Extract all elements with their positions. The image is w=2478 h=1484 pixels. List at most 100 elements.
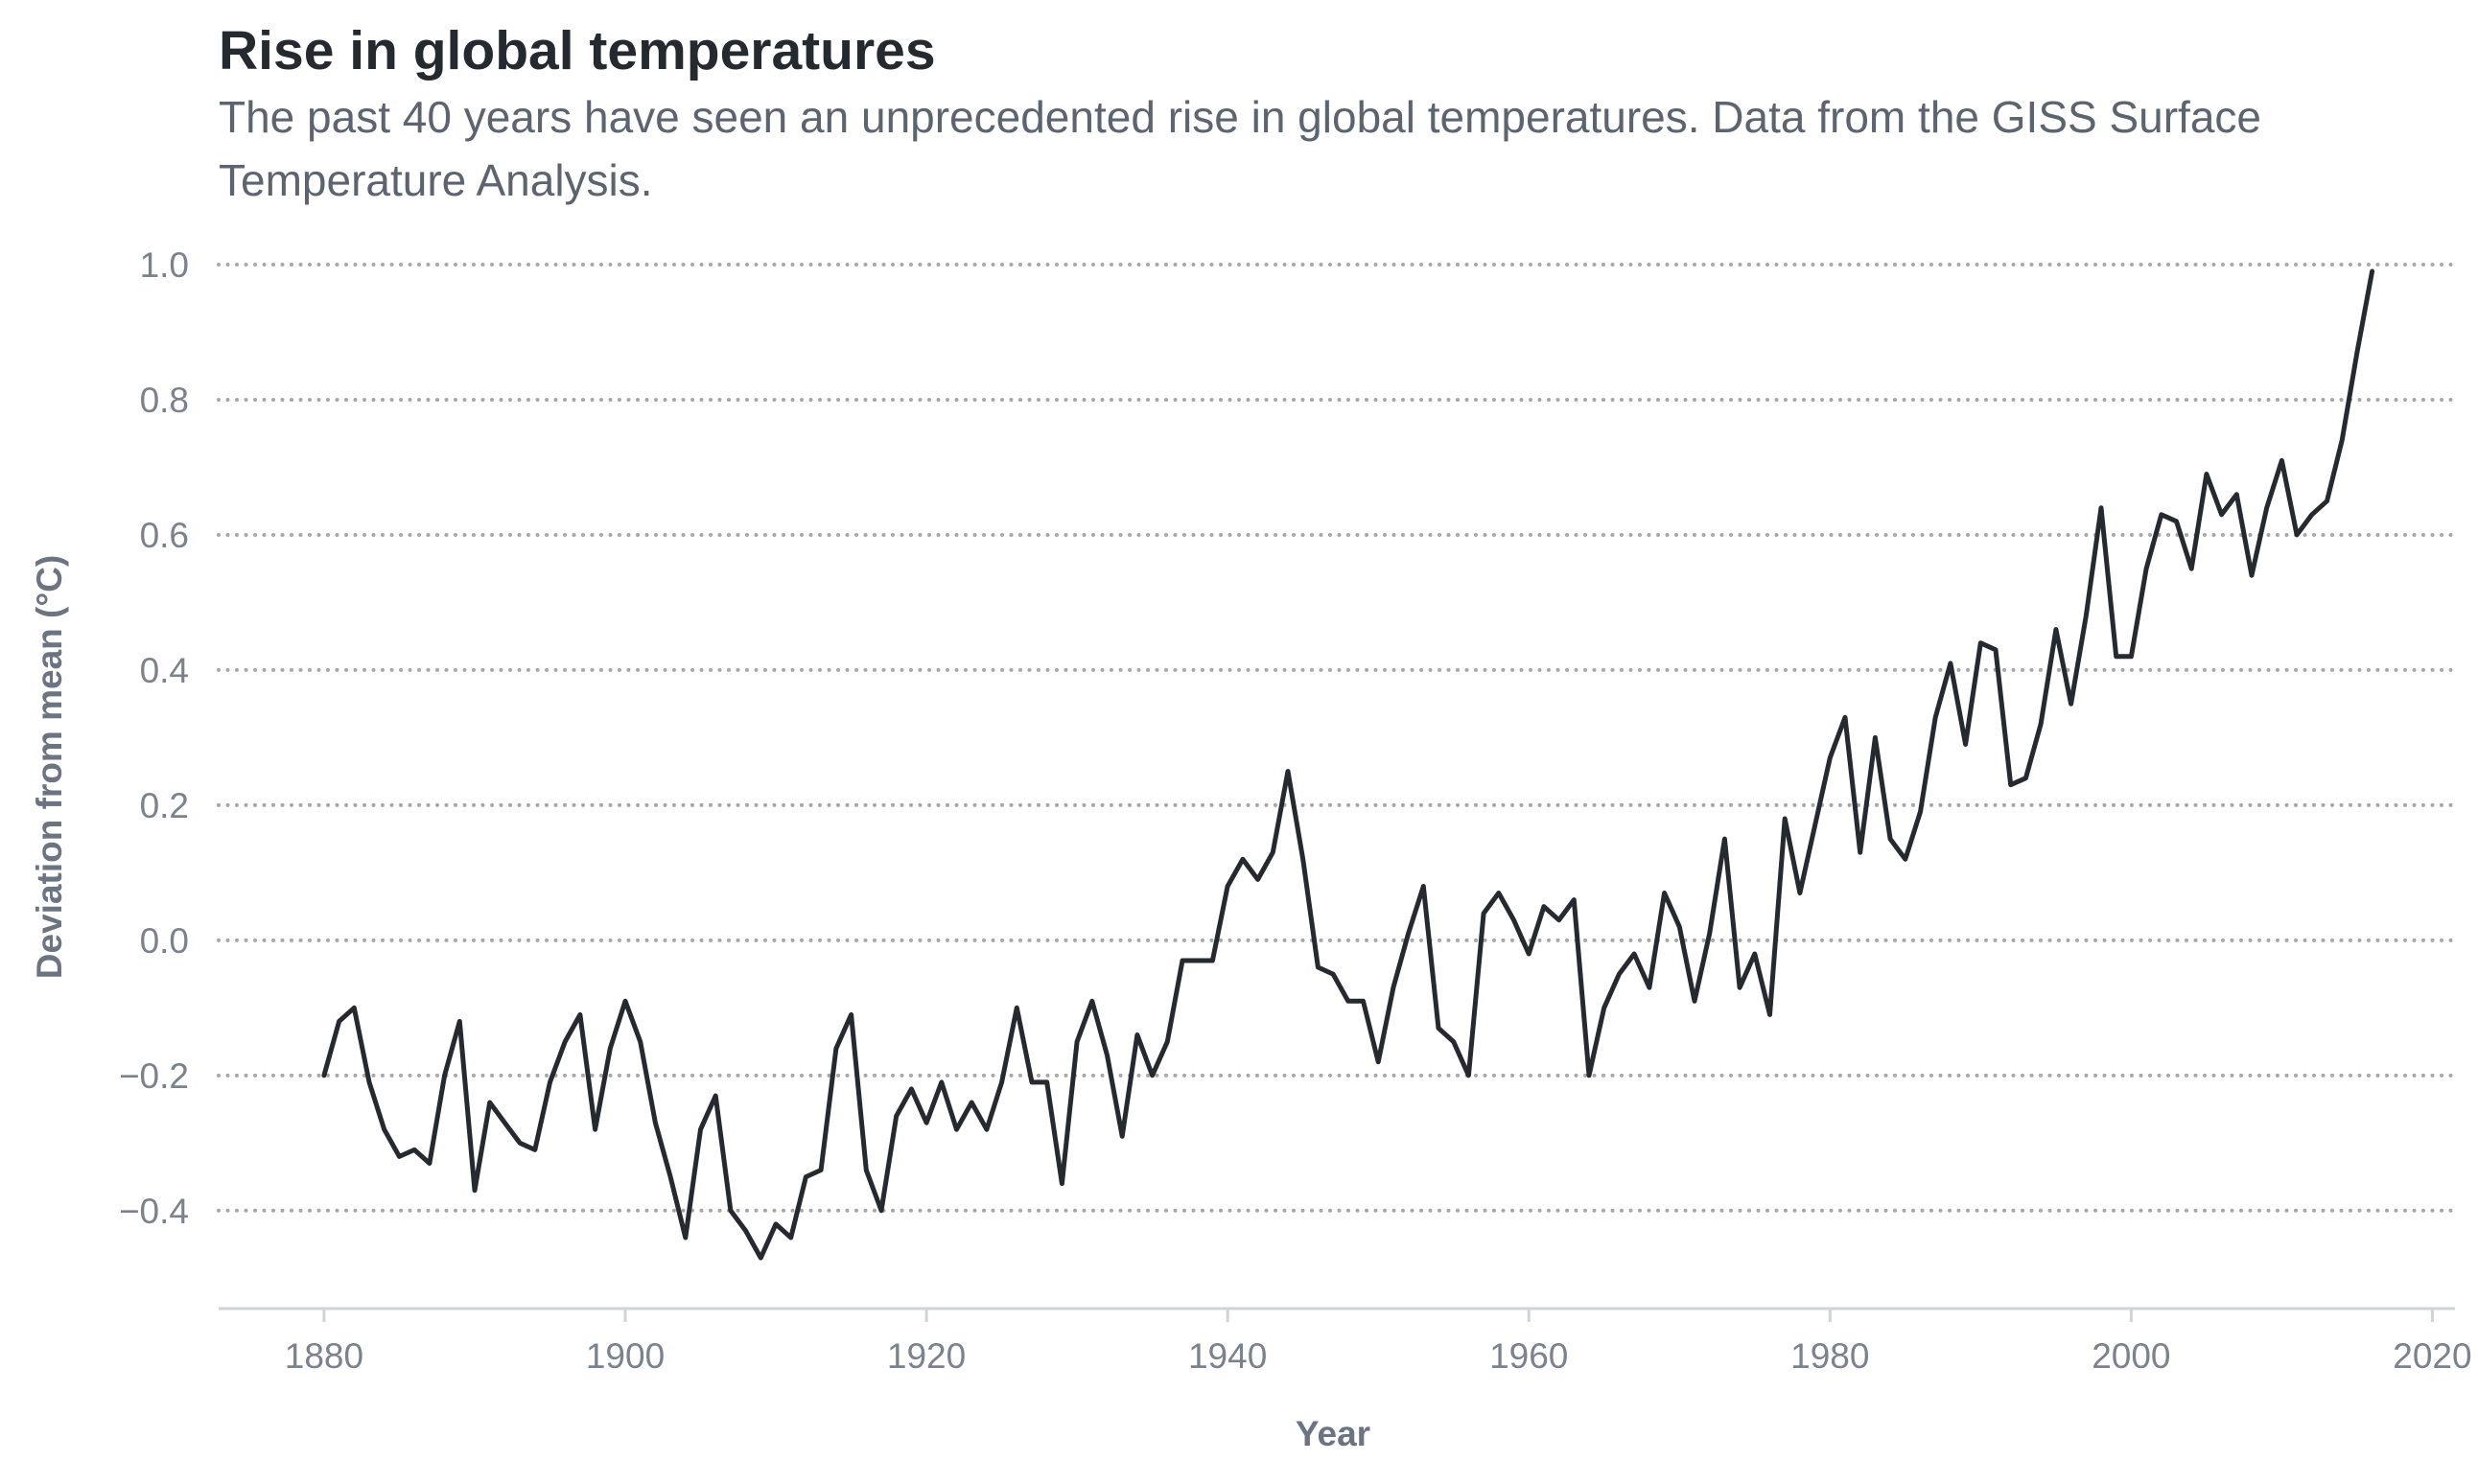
x-tick-label: 1920 xyxy=(887,1336,966,1376)
data-point xyxy=(713,1093,718,1099)
data-point xyxy=(1918,809,1924,815)
data-point xyxy=(1737,985,1742,990)
data-point xyxy=(396,1153,402,1159)
data-point xyxy=(1345,998,1351,1004)
data-point xyxy=(2264,505,2270,511)
x-tick-label: 2000 xyxy=(2092,1336,2170,1376)
y-tick-label: 0.2 xyxy=(140,786,189,825)
data-point xyxy=(1285,769,1291,775)
data-point xyxy=(1164,1039,1170,1045)
data-point xyxy=(2022,776,2028,781)
data-point xyxy=(1209,958,1215,963)
data-point xyxy=(1255,876,1261,882)
data-point xyxy=(472,1188,478,1194)
data-point xyxy=(562,1039,568,1045)
data-point xyxy=(788,1235,794,1241)
data-point xyxy=(2128,654,2134,660)
data-point xyxy=(833,1046,839,1052)
data-point xyxy=(2233,492,2239,498)
data-point xyxy=(743,1228,749,1234)
data-point xyxy=(321,1073,327,1078)
x-axis: 1880 1900 1920 1940 1960 1980 2000 2020 xyxy=(219,1307,2472,1376)
data-point xyxy=(2008,782,2014,788)
data-point xyxy=(923,1120,929,1125)
data-point xyxy=(1963,741,1969,747)
data-point xyxy=(2339,437,2345,443)
data-point xyxy=(758,1255,763,1261)
data-point xyxy=(1903,856,1908,862)
data-point xyxy=(1300,856,1306,862)
data-point xyxy=(2114,654,2119,660)
data-point xyxy=(638,1039,643,1045)
data-point xyxy=(337,1018,342,1024)
chart-title: Rise in global temperatures xyxy=(219,20,936,81)
x-tick-label: 1900 xyxy=(586,1336,665,1376)
y-tick-label: 1.0 xyxy=(140,245,189,285)
data-point xyxy=(2309,512,2315,518)
y-tick-label: 0.4 xyxy=(140,651,189,690)
data-point xyxy=(456,1018,462,1024)
data-point xyxy=(1767,1011,1773,1017)
data-point xyxy=(427,1161,432,1167)
y-axis-label: Deviation from mean (°C) xyxy=(30,555,69,979)
y-tick-label: −0.4 xyxy=(119,1192,189,1231)
chart-subtitle-line-2: Temperature Analysis. xyxy=(219,155,653,205)
data-point xyxy=(442,1073,448,1078)
data-point xyxy=(667,1174,673,1180)
data-point xyxy=(2188,566,2194,571)
x-tick-label: 1880 xyxy=(285,1336,363,1376)
y-tick-label: 0.8 xyxy=(140,381,189,420)
data-point xyxy=(2143,566,2149,571)
data-point xyxy=(1014,1005,1019,1010)
data-point xyxy=(1315,964,1321,970)
data-point xyxy=(2159,512,2164,518)
data-point xyxy=(1541,904,1547,910)
data-point xyxy=(984,1126,990,1132)
data-point xyxy=(652,1120,658,1125)
data-point xyxy=(1105,1053,1110,1058)
data-point xyxy=(577,1011,583,1017)
data-point xyxy=(1044,1079,1050,1085)
data-point xyxy=(366,1079,372,1085)
data-point xyxy=(2069,701,2074,707)
data-point xyxy=(487,1100,493,1105)
data-point xyxy=(1330,971,1336,977)
y-tick-label: 0.6 xyxy=(140,516,189,555)
data-point xyxy=(1812,823,1818,828)
data-point xyxy=(1797,891,1803,896)
data-point xyxy=(382,1126,387,1132)
data-point xyxy=(517,1140,523,1146)
data-point xyxy=(1616,971,1622,977)
data-point xyxy=(532,1147,538,1152)
data-point xyxy=(1858,849,1863,855)
data-point xyxy=(1571,897,1577,903)
y-tick-label: −0.2 xyxy=(119,1056,189,1096)
data-point xyxy=(1662,891,1668,896)
data-point xyxy=(1707,931,1713,937)
data-point xyxy=(1993,647,1999,653)
data-point xyxy=(2354,350,2360,356)
data-point xyxy=(1134,1032,1140,1038)
data-point xyxy=(1225,884,1230,890)
data-point xyxy=(849,1011,854,1017)
data-point xyxy=(607,1046,613,1052)
data-point xyxy=(2370,268,2375,274)
data-point xyxy=(1481,911,1486,916)
data-point xyxy=(1451,1039,1457,1045)
data-point xyxy=(548,1079,553,1085)
data-point xyxy=(999,1079,1005,1085)
gridlines xyxy=(217,263,2457,1213)
data-point xyxy=(773,1221,779,1227)
data-point xyxy=(1676,924,1682,930)
y-axis-ticks: 1.0 0.8 0.6 0.4 0.2 0.0 −0.2 −0.4 xyxy=(119,245,189,1231)
data-point xyxy=(1827,755,1833,761)
data-point xyxy=(1270,849,1275,855)
data-point xyxy=(1752,951,1758,957)
data-point xyxy=(622,998,628,1004)
data-point xyxy=(1375,1059,1381,1065)
series-line xyxy=(321,268,2375,1261)
data-point xyxy=(939,1079,945,1085)
data-point xyxy=(1391,985,1396,990)
data-point xyxy=(1150,1073,1156,1078)
